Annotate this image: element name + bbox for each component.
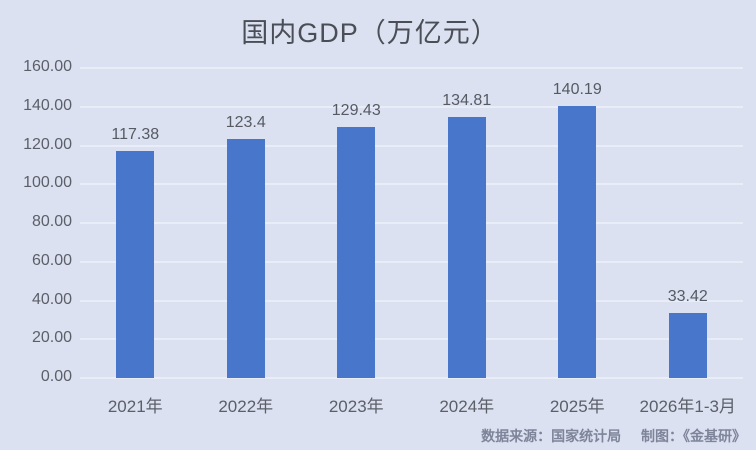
bar [116,150,155,378]
y-axis-tick-label: 40.00 [31,290,72,308]
x-axis-tick-label: 2023年 [328,397,384,416]
gridline [80,222,743,224]
data-source-label: 数据来源：国家统计局 [481,428,622,444]
bar-value-label: 33.42 [667,288,708,306]
bar [226,138,265,378]
bar [447,116,486,378]
gridline [80,144,743,147]
bar-value-label: 140.19 [552,81,602,99]
bar [668,313,707,378]
x-axis-tick-label: 2021年 [107,397,163,416]
chart-footer: 数据来源：国家统计局 制图：《金基研》 [481,426,746,446]
bar-value-label: 134.81 [442,91,492,109]
gridline [80,260,743,263]
plot-area: 117.38 123.4 129.43 134.81 140.19 33.42 [80,67,743,379]
y-axis-tick-label: 160.00 [23,58,72,75]
y-axis-tick-label: 0.00 [40,368,72,385]
y-axis-tick-label: 100.00 [23,174,72,192]
y-axis-tick-label: 60.00 [31,251,72,269]
x-axis-tick-label: 2024年 [439,397,495,416]
gridline [80,338,743,341]
y-axis-tick-label: 20.00 [31,329,72,347]
bar [558,106,597,378]
chart-title: 国内GDP（万亿元） [241,18,499,48]
y-axis-tick-label: 80.00 [31,213,72,230]
bar [337,127,376,378]
gridline [80,183,743,186]
y-axis-tick-label: 140.00 [23,96,72,114]
x-axis-tick-label: 2026年1-3月 [639,397,736,416]
bar-value-label: 117.38 [111,125,160,143]
gridline [80,67,743,69]
bar-value-label: 129.43 [331,102,381,120]
gridline [80,377,743,379]
x-axis-tick-label: 2025年 [549,397,605,416]
x-axis-tick-label: 2022年 [218,397,274,416]
credit-label: 制图：《金基研》 [641,428,746,444]
gridline [80,299,743,302]
gridline [80,105,743,108]
y-axis-tick-label: 120.00 [23,135,72,153]
bar-value-label: 123.4 [225,113,266,131]
